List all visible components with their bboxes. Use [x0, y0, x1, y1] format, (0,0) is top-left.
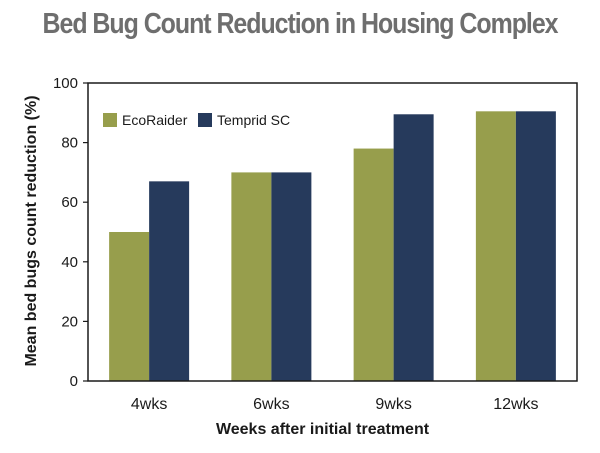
y-axis-label: Mean bed bugs count reduction (%): [23, 95, 40, 366]
y-tick-label: 80: [61, 135, 78, 152]
legend-swatch: [198, 113, 212, 127]
x-tick-label: 6wks: [253, 396, 289, 413]
y-tick-label: 60: [61, 194, 78, 211]
x-tick-label: 4wks: [131, 396, 167, 413]
bar-ecoraider-4wks: [109, 232, 150, 381]
bar-temprid-sc-6wks: [271, 172, 312, 381]
x-tick-label: 9wks: [375, 396, 411, 413]
x-tick-label: 12wks: [493, 396, 538, 413]
bar-temprid-sc-9wks: [393, 114, 434, 381]
bar-temprid-sc-4wks: [149, 181, 190, 381]
x-axis-ticks: 4wks 6wks 9wks 12wks: [131, 396, 539, 413]
legend-swatch: [103, 113, 117, 127]
bar-ecoraider-9wks: [353, 148, 394, 381]
legend-label: EcoRaider: [122, 112, 188, 128]
bar-ecoraider-12wks: [475, 111, 516, 381]
bar-temprid-sc-12wks: [515, 111, 556, 381]
legend-label: Temprid SC: [217, 112, 290, 128]
y-tick-label: 40: [61, 254, 78, 271]
bar-ecoraider-6wks: [231, 172, 272, 381]
chart-title: Bed Bug Count Reduction in Housing Compl…: [42, 8, 558, 40]
plot-frame: [87, 82, 578, 382]
y-tick-label: 20: [61, 313, 78, 330]
x-axis-label: Weeks after initial treatment: [216, 421, 430, 438]
y-tick-label: 0: [70, 373, 78, 390]
bars-group: [109, 111, 556, 381]
y-axis-ticks: 0 20 40 60 80 100: [53, 75, 88, 390]
y-tick-label: 100: [53, 75, 78, 92]
legend: EcoRaider Temprid SC: [103, 112, 290, 128]
